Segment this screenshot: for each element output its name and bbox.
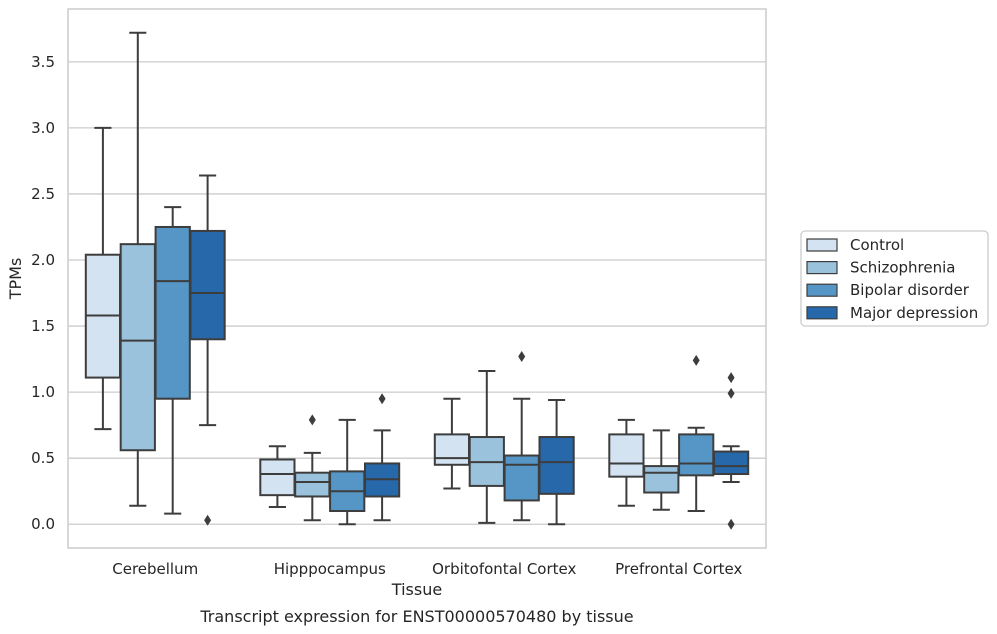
outlier-point <box>308 414 316 426</box>
y-tick-label: 1.0 <box>31 383 55 401</box>
box-major-depression <box>189 174 226 526</box>
legend-swatch <box>806 283 838 297</box>
legend-label: Schizophrenia <box>850 259 955 277</box>
outlier-point <box>204 514 212 526</box>
y-tick-label: 0.5 <box>31 449 55 467</box>
box <box>678 433 715 477</box>
legend: Control Schizophrenia Bipolar disorder Majo… <box>800 230 989 327</box>
box <box>433 433 471 466</box>
legend-swatch <box>806 238 838 252</box>
box-control <box>433 397 471 490</box>
box-control <box>84 126 122 431</box>
box <box>503 454 540 502</box>
box <box>712 450 750 476</box>
y-tick-label: 0.0 <box>31 515 55 533</box>
y-tick-label: 1.5 <box>31 317 55 335</box>
box-schizophrenia <box>294 414 331 522</box>
y-tick-label: 2.5 <box>31 185 55 203</box>
box <box>119 243 156 452</box>
legend-frame <box>800 230 989 327</box>
box-bipolar-disorder <box>678 354 715 513</box>
chart-caption: Transcript expression for ENST0000057048… <box>199 607 633 626</box>
box-major-depression <box>538 399 575 526</box>
y-tick-label: 3.0 <box>31 119 55 137</box>
legend-label: Bipolar disorder <box>850 281 970 299</box>
box-plots <box>84 31 750 530</box>
plot-frame <box>67 8 767 549</box>
box <box>154 225 191 400</box>
box-control <box>259 445 296 509</box>
box <box>643 465 680 494</box>
outlier-point <box>727 518 735 530</box>
box <box>608 433 645 478</box>
outlier-point <box>727 372 735 384</box>
box-bipolar-disorder <box>329 418 366 526</box>
legend-label: Control <box>850 236 904 254</box>
outlier-point <box>378 393 386 405</box>
x-tick-label: Cerebellum <box>112 560 198 578</box>
box-control <box>608 418 645 507</box>
legend-swatch <box>806 261 838 275</box>
y-tick-label: 2.0 <box>31 251 55 269</box>
outlier-point <box>727 387 735 399</box>
x-axis-label: Tissue <box>391 580 442 599</box>
y-tick-labels: 0.0 0.5 1.0 1.5 2.0 2.5 3.0 3.5 <box>31 53 55 533</box>
outlier-point <box>518 350 526 362</box>
x-tick-label: Orbitofontal Cortex <box>432 560 576 578</box>
outlier-point <box>692 354 700 366</box>
box-schizophrenia <box>119 31 156 507</box>
y-axis-label: TPMs <box>6 258 25 301</box>
box-bipolar-disorder <box>154 206 191 515</box>
legend-label: Major depression <box>850 304 978 322</box>
box <box>538 436 575 495</box>
box-schizophrenia <box>643 429 680 511</box>
y-tick-label: 3.5 <box>31 53 55 71</box>
box <box>294 471 331 498</box>
x-tick-labels: Cerebellum Hipppocampus Orbitofontal Corte… <box>112 560 742 578</box>
box-schizophrenia <box>468 369 505 524</box>
box <box>259 458 296 497</box>
legend-swatch <box>806 306 838 320</box>
box-major-depression <box>363 393 401 522</box>
box-bipolar-disorder <box>503 350 540 522</box>
x-tick-label: Hipppocampus <box>274 560 386 578</box>
x-tick-label: Prefrontal Cortex <box>615 560 742 578</box>
box <box>189 229 226 341</box>
box-major-depression <box>712 372 750 530</box>
